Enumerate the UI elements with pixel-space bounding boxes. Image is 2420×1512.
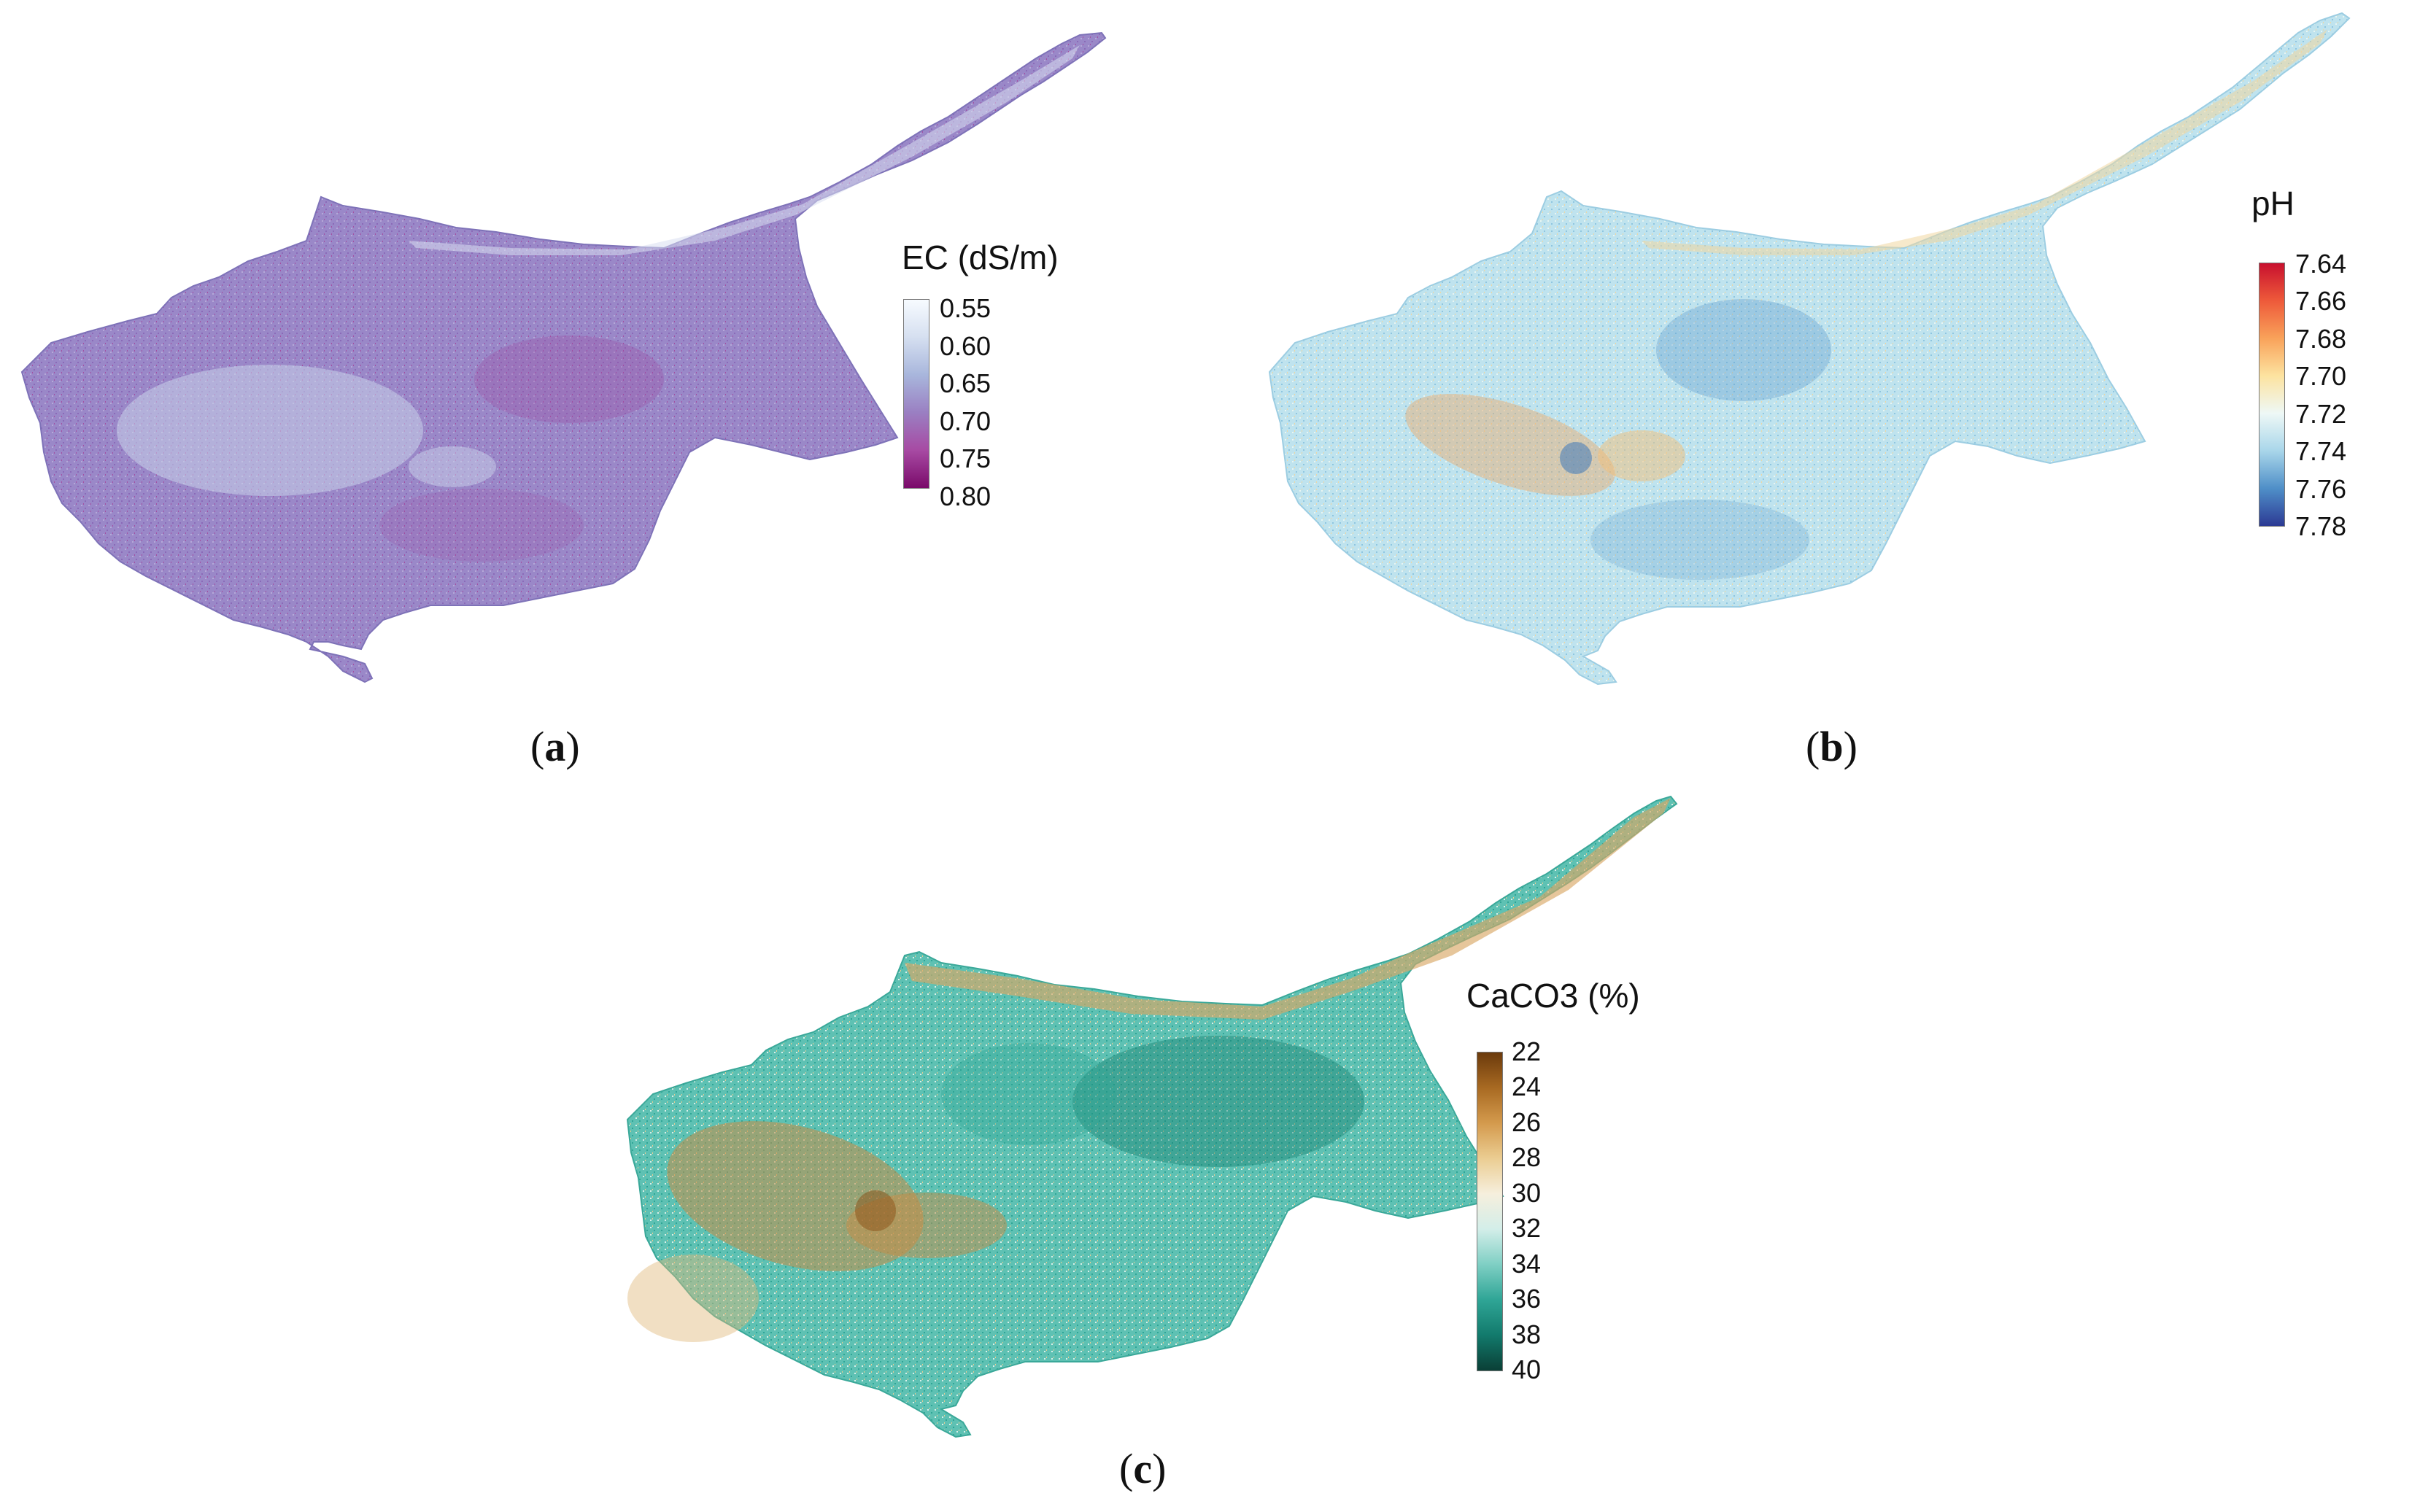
legend-tick-label: 24 [1512,1071,1542,1102]
island-shape [20,31,1107,683]
legend-tick-label: 7.72 [2295,398,2347,429]
dark-region [1656,299,1831,401]
hot-region [1405,394,1615,496]
legend-tick-label: 30 [1512,1177,1542,1208]
map-panel-ec: EC (dS/m) 0.55 0.60 0.65 0.70 0.75 0.80 (a) [0,0,1167,773]
light-region [409,446,496,487]
island-shape [1268,12,2351,686]
low-caco3-region [905,798,1671,1020]
panel-caption-b: (b) [1806,723,1857,770]
legend-tick-label: 0.65 [940,368,991,399]
legend-tick-label: 28 [1512,1142,1542,1173]
legend-tick-label: 0.70 [940,406,991,436]
legend-colorbar [2259,263,2285,527]
legend-tick-label: 0.55 [940,293,991,323]
legend-tick-label: 0.80 [940,481,991,511]
legend-tick-label: 7.74 [2295,436,2347,467]
legend-tick-label: 7.68 [2295,323,2347,354]
legend-tick-label: 0.60 [940,330,991,361]
legend-tick-label: 36 [1512,1284,1542,1314]
legend-tick-label: 7.70 [2295,361,2347,392]
legend-tick-label: 7.66 [2295,286,2347,317]
cyprus-caco3-map [626,795,1678,1438]
cyprus-ec-map [20,31,1107,683]
hot-region [474,336,664,423]
dark-region [1590,500,1809,580]
legend-tick-label: 7.64 [2295,249,2347,279]
map-panel-ph: pH 7.64 7.66 7.68 7.70 7.72 7.74 7.76 7.78 (b) [1233,0,2420,773]
low-caco3-region [855,1190,896,1231]
light-region [409,45,1080,255]
legend-tick-label: 22 [1512,1036,1542,1066]
legend-colorbar [903,299,929,489]
legend-colorbar [1477,1052,1503,1371]
legend-tick-label: 7.78 [2295,511,2347,541]
legend-title: CaCO3 (%) [1466,977,1640,1015]
dark-region [1560,442,1592,474]
legend-tick-label: 32 [1512,1213,1542,1244]
high-caco3-region [941,1043,1116,1145]
legend-title: pH [2251,185,2295,222]
cyprus-ph-map [1268,12,2351,686]
legend-tick-label: 7.76 [2295,473,2347,504]
light-region [117,365,423,496]
hot-region [1598,430,1685,481]
legend-tick-label: 26 [1512,1106,1542,1137]
legend-title: EC (dS/m) [902,239,1059,276]
low-caco3-region [627,1255,759,1342]
panel-caption-a: (a) [530,723,580,770]
high-caco3-region [1072,1036,1364,1167]
legend-tick-label: 0.75 [940,443,991,474]
hot-region [1642,29,2327,255]
legend-tick-label: 38 [1512,1319,1542,1349]
legend-tick-label: 34 [1512,1248,1542,1279]
legend-tick-label: 40 [1512,1354,1542,1384]
map-panel-caco3: CaCO3 (%) 22 24 26 28 30 32 34 36 38 40 (c) [620,788,1860,1512]
panel-caption-c: (c) [1119,1445,1167,1492]
hot-region [379,489,584,562]
